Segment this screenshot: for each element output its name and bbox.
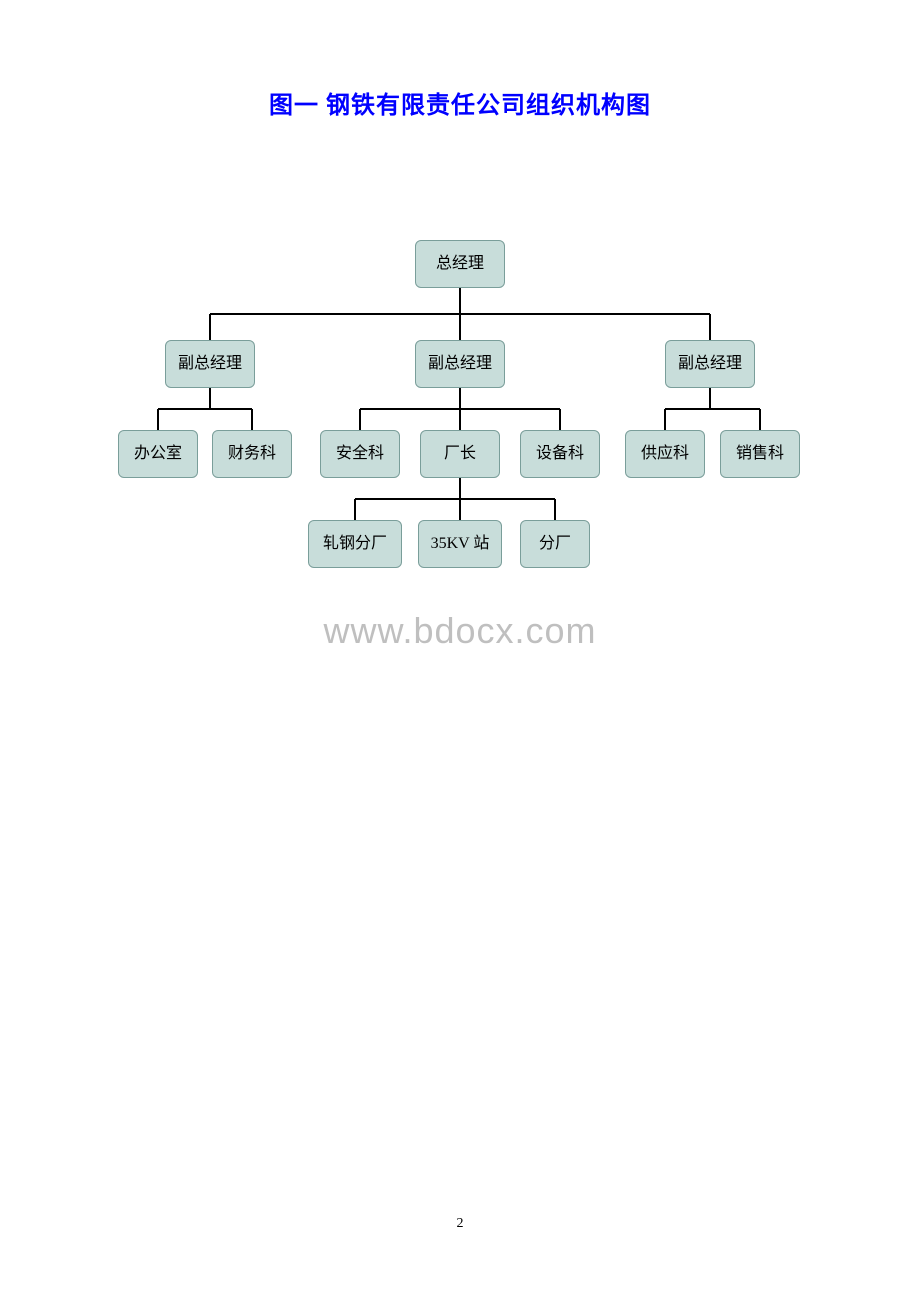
org-node-dgm3: 副总经理 [665, 340, 755, 388]
org-node-roll: 轧钢分厂 [308, 520, 402, 568]
org-node-dgm2: 副总经理 [415, 340, 505, 388]
org-node-dgm1: 副总经理 [165, 340, 255, 388]
org-node-equip: 设备科 [520, 430, 600, 478]
page-title: 图一 钢铁有限责任公司组织机构图 [0, 0, 920, 120]
org-node-sales: 销售科 [720, 430, 800, 478]
org-node-sup: 供应科 [625, 430, 705, 478]
org-node-safe: 安全科 [320, 430, 400, 478]
org-node-office: 办公室 [118, 430, 198, 478]
org-node-kv: 35KV 站 [418, 520, 502, 568]
page-number: 2 [0, 1216, 920, 1232]
org-node-fin: 财务科 [212, 430, 292, 478]
org-node-gm: 总经理 [415, 240, 505, 288]
org-node-branch: 分厂 [520, 520, 590, 568]
org-chart: 总经理副总经理 副总经理 副总经理办公室财务科安全科厂长设备科供应科销售科轧钢分厂 3… [0, 240, 920, 640]
org-node-dir: 厂长 [420, 430, 500, 478]
watermark: www.bdocx.com [323, 610, 596, 652]
